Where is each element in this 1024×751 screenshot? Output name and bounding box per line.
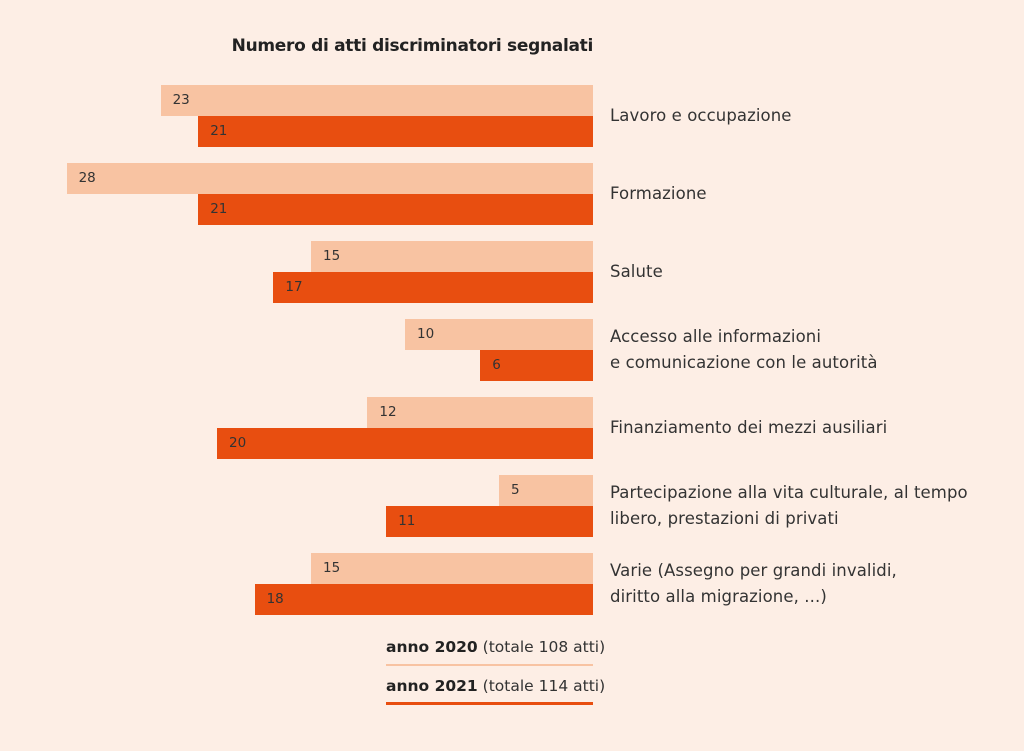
legend-item-2020: anno 2020 (totale 108 atti) [386,638,605,656]
bar-anno-2020-2 [311,241,593,272]
category-label-line: Lavoro e occupazione [610,106,792,125]
bar-value-label: 6 [492,357,501,373]
legend-swatch-2020 [386,664,593,666]
legend-2020-label: anno 2020 [386,638,478,656]
category-label-line: Varie (Assegno per grandi invalidi, [610,561,897,580]
bar-anno-2021-3 [480,350,593,381]
bar-value-label: 10 [417,326,435,342]
category-label-line: Salute [610,262,663,281]
bar-anno-2021-1 [198,194,593,225]
bar-value-label: 5 [511,482,520,498]
bar-anno-2020-0 [160,85,593,116]
legend-swatch-2021 [386,702,593,705]
chart-title: Numero di atti discriminatori segnalati [231,36,594,56]
bar-anno-2020-5 [499,475,593,506]
legend-2020-total: (totale 108 atti) [482,638,606,656]
bar-value-label: 15 [323,560,341,576]
category-label: Lavoro e occupazione [610,103,792,129]
category-label: Salute [610,259,663,285]
legend-item-2021: anno 2021 (totale 114 atti) [386,677,605,695]
category-label-line: Formazione [610,184,707,203]
bar-anno-2021-2 [273,272,593,303]
bar-value-label: 20 [229,435,247,451]
category-label: Accesso alle informazioni e comunicazione… [610,324,878,376]
bar-value-label: 28 [78,170,96,186]
bar-value-label: 21 [210,201,228,217]
category-label: Finanziamento dei mezzi ausiliari [610,415,887,441]
bar-value-label: 17 [285,279,303,295]
bar-value-label: 21 [210,123,228,139]
category-label-line: Finanziamento dei mezzi ausiliari [610,418,888,437]
category-label-line: Accesso alle informazioni [610,327,822,346]
bar-anno-2021-4 [217,428,593,459]
category-label: Partecipazione alla vita culturale, al t… [610,480,968,532]
bar-anno-2020-1 [66,163,593,194]
bar-value-label: 23 [172,92,190,108]
category-label-line: diritto alla migrazione, ...) [610,587,827,606]
category-label: Varie (Assegno per grandi invalidi, dirit… [610,558,897,610]
bar-anno-2021-0 [198,116,593,147]
bar-anno-2020-6 [311,553,593,584]
bar-anno-2020-4 [367,397,593,428]
bar-anno-2021-5 [386,506,593,537]
bar-value-label: 18 [266,591,284,607]
bar-value-label: 12 [379,404,397,420]
bar-anno-2020-3 [405,319,593,350]
category-label-line: Partecipazione alla vita culturale, al t… [610,483,968,502]
bar-anno-2021-6 [254,584,593,615]
category-label-line: libero, prestazioni di privati [610,509,839,528]
category-label-line: e comunicazione con le autorità [610,353,878,372]
legend-2021-label: anno 2021 [386,677,478,695]
category-label: Formazione [610,181,707,207]
legend-2021-total: (totale 114 atti) [482,677,606,695]
bar-value-label: 15 [323,248,341,264]
bar-value-label: 11 [398,513,416,529]
